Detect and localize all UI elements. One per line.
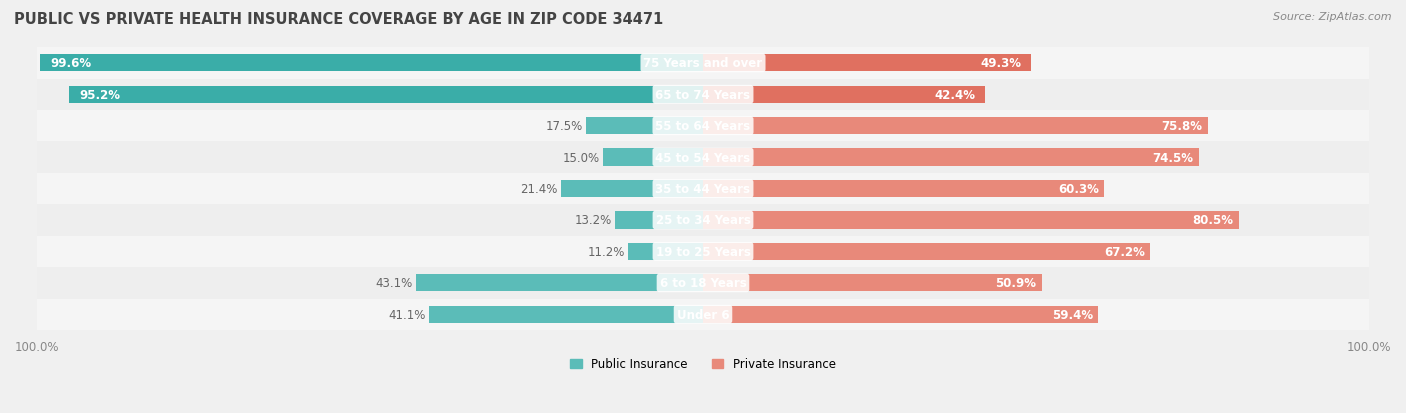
Text: Source: ZipAtlas.com: Source: ZipAtlas.com (1274, 12, 1392, 22)
Text: 80.5%: 80.5% (1192, 214, 1233, 227)
Bar (703, 180, 1105, 198)
Bar (586, 118, 703, 135)
Text: 6 to 18 Years: 6 to 18 Years (659, 277, 747, 290)
Bar (628, 243, 703, 261)
Bar (603, 149, 703, 166)
Bar (561, 180, 703, 198)
Text: 99.6%: 99.6% (49, 57, 91, 70)
Text: 41.1%: 41.1% (388, 308, 426, 321)
Text: 35 to 44 Years: 35 to 44 Years (655, 183, 751, 196)
Text: 21.4%: 21.4% (520, 183, 557, 196)
Text: 17.5%: 17.5% (546, 120, 583, 133)
Bar (39, 55, 703, 72)
Bar (37, 111, 1369, 142)
Text: PUBLIC VS PRIVATE HEALTH INSURANCE COVERAGE BY AGE IN ZIP CODE 34471: PUBLIC VS PRIVATE HEALTH INSURANCE COVER… (14, 12, 664, 27)
Text: 67.2%: 67.2% (1104, 245, 1144, 258)
Text: 25 to 34 Years: 25 to 34 Years (655, 214, 751, 227)
Bar (429, 306, 703, 323)
Text: 95.2%: 95.2% (79, 88, 120, 102)
Bar (703, 118, 1208, 135)
Text: 43.1%: 43.1% (375, 277, 413, 290)
Text: 11.2%: 11.2% (588, 245, 626, 258)
Bar (37, 205, 1369, 236)
Bar (614, 212, 703, 229)
Bar (703, 275, 1042, 292)
Text: 50.9%: 50.9% (995, 277, 1036, 290)
Bar (37, 236, 1369, 268)
Bar (703, 212, 1239, 229)
Bar (37, 79, 1369, 111)
Text: 45 to 54 Years: 45 to 54 Years (655, 151, 751, 164)
Bar (37, 142, 1369, 173)
Bar (37, 48, 1369, 79)
Text: 59.4%: 59.4% (1052, 308, 1092, 321)
Text: 55 to 64 Years: 55 to 64 Years (655, 120, 751, 133)
Bar (703, 149, 1199, 166)
Legend: Public Insurance, Private Insurance: Public Insurance, Private Insurance (565, 353, 841, 375)
Text: 42.4%: 42.4% (935, 88, 976, 102)
Text: 74.5%: 74.5% (1153, 151, 1194, 164)
Text: 75.8%: 75.8% (1161, 120, 1202, 133)
Bar (703, 243, 1150, 261)
Text: 60.3%: 60.3% (1059, 183, 1099, 196)
Bar (703, 55, 1031, 72)
Bar (416, 275, 703, 292)
Text: Under 6: Under 6 (676, 308, 730, 321)
Bar (703, 306, 1098, 323)
Text: 75 Years and over: 75 Years and over (644, 57, 762, 70)
Bar (37, 173, 1369, 205)
Text: 13.2%: 13.2% (575, 214, 612, 227)
Bar (37, 299, 1369, 330)
Bar (37, 268, 1369, 299)
Bar (703, 86, 986, 104)
Text: 49.3%: 49.3% (980, 57, 1021, 70)
Text: 15.0%: 15.0% (562, 151, 600, 164)
Text: 19 to 25 Years: 19 to 25 Years (655, 245, 751, 258)
Bar (69, 86, 703, 104)
Text: 65 to 74 Years: 65 to 74 Years (655, 88, 751, 102)
